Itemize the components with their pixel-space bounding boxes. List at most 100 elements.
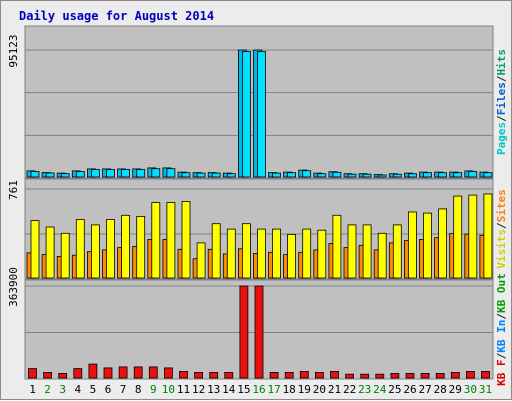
bar-kbytes-5 [88,363,98,379]
x-tick-label: 31 [479,383,492,396]
bar-hits-files-pages-28 [438,172,448,178]
bar-kbytes-15 [239,285,249,379]
bar-kbytes-14 [224,371,234,379]
bar-hits-files-pages-2 [45,172,55,178]
y-max-label: 761 [7,180,20,200]
bar-visits-sites-7 [121,214,130,279]
legend-entry: / [495,352,508,359]
legend-entry: KB In [495,320,508,353]
bar-hits-files-pages-13 [211,172,221,178]
bar-hits-files-pages-8 [136,169,146,178]
bar-visits-sites-19 [302,228,312,279]
legend-entry: KB F [495,359,508,386]
bar-hits-files-pages-6 [106,169,115,178]
bar-hits-files-pages-30 [468,171,478,178]
x-tick-label: 8 [135,383,142,396]
x-tick-label: 9 [150,383,157,396]
bar-visits-sites-21 [332,214,342,279]
x-tick-label: 20 [313,383,326,396]
bar-kbytes-6 [103,367,113,379]
bar-hits-files-pages-20 [317,173,327,178]
chart-title: Daily usage for August 2014 [19,9,214,23]
bar-kbytes-17 [269,371,279,379]
legend-visits-sites: Visits/Sites [495,189,508,269]
bar-visits-sites-29 [453,195,463,279]
bar-visits-sites-23 [362,224,372,279]
legend-entry: Visits [495,229,508,269]
x-tick-label: 13 [207,383,220,396]
bar-hits-files-pages-9 [151,168,161,178]
bar-kbytes-30 [465,370,475,379]
bar-visits-sites-12 [196,242,206,279]
bar-visits-sites-1 [30,220,40,279]
bar-visits-sites-15 [241,223,251,279]
bar-kbytes-16 [254,285,264,379]
bar-kbytes-20 [314,371,324,379]
bar-hits-files-pages-31 [483,172,493,178]
bar-visits-sites-24 [377,232,387,279]
x-tick-label: 29 [449,383,462,396]
bar-visits-sites-2 [45,226,55,279]
bar-kbytes-11 [179,370,188,379]
x-tick-label: 14 [222,383,236,396]
x-tick-label: 21 [328,383,341,396]
x-tick-label: 17 [267,383,280,396]
x-tick-label: 27 [418,383,431,396]
legend-entry: Sites [495,189,508,222]
bar-kbytes-1 [28,368,37,379]
bar-kbytes-9 [148,366,158,379]
legend-entry: / [495,115,508,122]
x-tick-label: 3 [59,383,66,396]
bar-visits-sites-22 [347,224,357,279]
bar-kbytes-24 [375,373,385,379]
bar-visits-sites-3 [60,232,70,279]
bar-hits-files-pages-23 [362,173,372,178]
bar-hits-files-pages-7 [121,169,130,178]
bar-kbytes-3 [58,372,68,379]
x-tick-label: 30 [464,383,477,396]
bar-hits-files-pages-14 [226,173,236,178]
bar-visits-sites-28 [438,208,448,279]
bar-visits-sites-25 [392,224,402,279]
legend-entry: Pages [495,122,508,155]
bar-kbytes-4 [73,368,83,379]
bar-visits-sites-17 [272,228,281,279]
bar-kbytes-25 [390,372,400,379]
bar-hits-files-pages-16 [257,51,266,178]
bar-hits-files-pages-21 [332,171,342,178]
legend-entry: / [495,222,508,229]
x-tick-label: 2 [44,383,51,396]
bar-kbytes-18 [284,371,294,379]
bar-kbytes-10 [163,367,173,379]
bar-hits-files-pages-27 [423,172,432,178]
bar-hits-files-pages-22 [347,173,357,178]
x-tick-label: 19 [298,383,311,396]
bar-visits-sites-4 [75,219,85,279]
bar-hits-files-pages-12 [196,172,206,178]
bar-kbytes-21 [330,370,339,379]
x-tick-label: 1 [29,383,36,396]
x-tick-label: 28 [434,383,447,396]
bar-visits-sites-27 [423,212,432,279]
x-tick-label: 16 [252,383,265,396]
x-tick-label: 24 [373,383,387,396]
x-tick-label: 4 [74,383,81,396]
bar-kbytes-8 [133,366,143,379]
bar-visits-sites-5 [91,224,100,279]
bar-kbytes-22 [345,373,355,379]
bar-kbytes-13 [209,371,219,379]
bar-visits-sites-16 [257,228,266,279]
bar-kbytes-28 [435,372,445,379]
legend-hits-files-pages: Pages/Files/Hits [495,49,508,155]
x-tick-label: 6 [105,383,112,396]
bar-visits-sites-31 [483,193,493,279]
x-tick-label: 18 [283,383,296,396]
legend-entry: Hits [495,49,508,76]
bar-hits-files-pages-18 [287,172,297,178]
bar-kbytes-7 [118,366,128,379]
bar-hits-files-pages-11 [181,172,191,178]
bar-hits-files-pages-1 [30,171,40,178]
bar-kbytes-27 [420,372,430,379]
